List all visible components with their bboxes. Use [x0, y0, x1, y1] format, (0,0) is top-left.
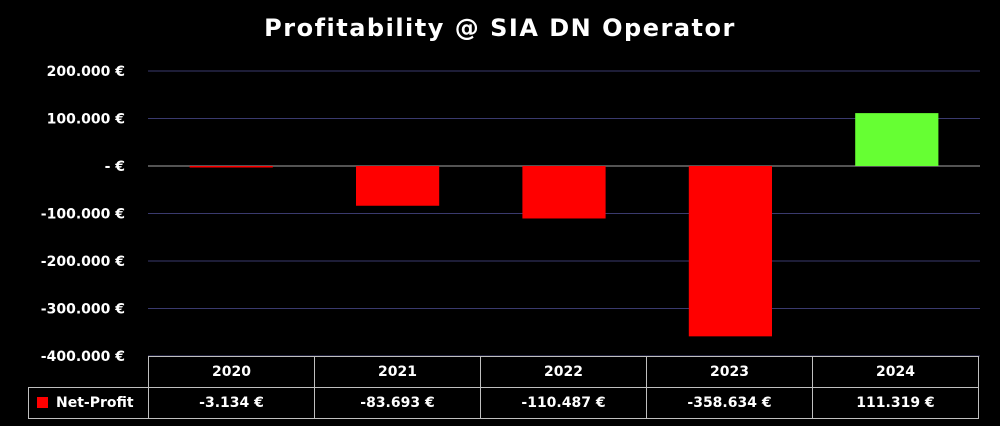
y-tick-label: -100.000 € [41, 207, 125, 223]
y-tick-label: -300.000 € [41, 302, 125, 318]
data-label: -83.693 € [314, 387, 481, 419]
bars [189, 113, 939, 337]
data-table: 2020 2021 2022 2023 2024 Net-Profit -3.1… [28, 356, 979, 419]
series-name: Net-Profit [56, 395, 134, 411]
legend-key-swatch [37, 397, 48, 408]
category-label: 2022 [480, 356, 647, 388]
data-table-series-row: Net-Profit -3.134 € -83.693 € -110.487 €… [28, 387, 979, 419]
category-label: 2021 [314, 356, 481, 388]
bar-2024 [855, 113, 939, 166]
series-legend: Net-Profit [28, 387, 149, 419]
y-tick-label: -200.000 € [41, 254, 125, 270]
data-label: -110.487 € [480, 387, 647, 419]
category-label: 2023 [646, 356, 813, 388]
category-label: 2024 [812, 356, 979, 388]
y-tick-label: - € [105, 159, 125, 175]
data-label: -358.634 € [646, 387, 813, 419]
data-label: 111.319 € [812, 387, 979, 419]
data-table-header-row: 2020 2021 2022 2023 2024 [28, 356, 979, 388]
y-tick-label: 200.000 € [47, 64, 125, 80]
bar-2023 [688, 166, 772, 337]
y-tick-label: 100.000 € [47, 112, 125, 128]
bar-2021 [356, 166, 440, 206]
y-axis-ticks: 200.000 € 100.000 € - € -100.000 € -200.000 … [41, 64, 125, 365]
data-label: -3.134 € [148, 387, 315, 419]
data-table-corner [28, 356, 149, 388]
bar-2020 [189, 166, 273, 168]
bar-2022 [522, 166, 606, 219]
chart-title: Profitability @ SIA DN Operator [264, 14, 736, 42]
category-label: 2020 [148, 356, 315, 388]
